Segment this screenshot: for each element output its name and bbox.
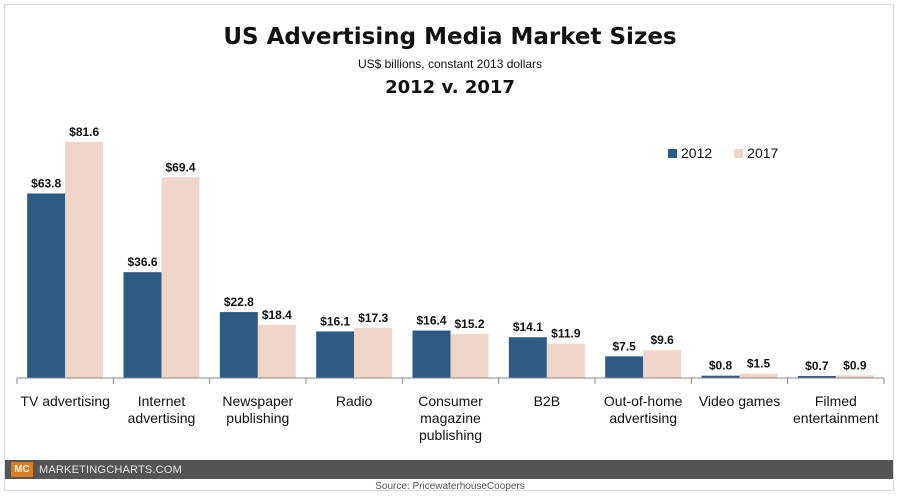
bar-2017-2 [257, 324, 296, 378]
bar-2017-4 [450, 334, 489, 378]
bar-value-label-2017-1: $69.4 [165, 160, 195, 174]
bar-2012-8 [797, 375, 836, 378]
bar-2012-6 [605, 356, 644, 378]
bar-2012-5 [508, 337, 547, 378]
bar-value-label-2017-7: $1.5 [747, 357, 771, 371]
bar-2012-7 [701, 375, 740, 378]
bar-value-label-2012-3: $16.1 [320, 314, 350, 328]
category-label-5-0: B2B [534, 393, 560, 409]
category-label-2-0: Newspaper [222, 393, 293, 409]
bar-value-label-2012-0: $63.8 [31, 176, 61, 190]
bar-2012-0 [27, 193, 66, 378]
category-label-1-0: Internet [138, 393, 186, 409]
bar-value-label-2012-8: $0.7 [805, 359, 829, 373]
category-label-4-2: publishing [419, 427, 482, 443]
category-label-0-0: TV advertising [20, 393, 109, 409]
footer-bar: MC MARKETINGCHARTS.COM [5, 460, 893, 479]
bar-value-label-2017-3: $17.3 [358, 311, 388, 325]
legend-label-2012: 2012 [681, 145, 713, 161]
legend-item-2012: 2012 [668, 145, 712, 161]
bar-2012-2 [219, 312, 258, 378]
marketingcharts-logo: MC [11, 462, 33, 477]
bar-2017-3 [354, 327, 393, 378]
bar-2017-8 [835, 375, 874, 378]
category-label-3-0: Radio [336, 393, 373, 409]
category-label-6-1: advertising [609, 410, 677, 426]
bar-2017-5 [546, 343, 585, 378]
brand-name[interactable]: MARKETINGCHARTS.COM [39, 463, 182, 476]
category-label-1-1: advertising [128, 410, 196, 426]
chart-frame [4, 4, 894, 491]
legend-swatch-2017 [734, 148, 744, 158]
chart-period: 2012 v. 2017 [385, 77, 515, 98]
bar-value-label-2012-7: $0.8 [709, 359, 733, 373]
category-label-4-0: Consumer [418, 393, 483, 409]
category-label-2-1: publishing [226, 410, 289, 426]
bar-2012-3 [316, 331, 355, 378]
bar-2012-1 [123, 272, 162, 378]
bar-value-label-2017-0: $81.6 [69, 125, 99, 139]
bar-value-label-2012-1: $36.6 [127, 255, 157, 269]
legend-swatch-2012 [668, 148, 677, 158]
legend: 2012 2017 [668, 145, 778, 161]
source-note: Source: PricewaterhouseCoopers [375, 481, 525, 492]
bar-value-label-2012-5: $14.1 [513, 320, 543, 334]
bar-2017-0 [65, 142, 104, 378]
category-label-8-1: entertainment [793, 410, 879, 426]
bar-value-label-2017-2: $18.4 [262, 308, 292, 322]
bar-2012-4 [412, 330, 451, 378]
bar-value-label-2017-4: $15.2 [454, 317, 484, 331]
category-label-6-0: Out-of-home [604, 393, 683, 409]
category-label-4-1: magazine [420, 410, 481, 426]
legend-item-2017: 2017 [734, 145, 778, 161]
chart-subtitle: US$ billions, constant 2013 dollars [357, 57, 543, 71]
bar-value-label-2017-5: $11.9 [551, 327, 581, 341]
chart-title: US Advertising Media Market Sizes [223, 24, 677, 50]
bar-2017-1 [161, 177, 200, 378]
category-label-8-0: Filmed [815, 393, 857, 409]
bar-value-label-2017-8: $0.9 [843, 358, 867, 372]
bar-value-label-2012-2: $22.8 [224, 295, 254, 309]
bar-value-label-2012-4: $16.4 [416, 314, 446, 328]
bar-value-label-2012-6: $7.5 [612, 339, 636, 353]
legend-label-2017: 2017 [747, 145, 779, 161]
bar-value-label-2017-6: $9.6 [650, 333, 674, 347]
category-label-7-0: Video games [699, 393, 780, 409]
bar-2017-7 [739, 373, 778, 378]
bar-2017-6 [643, 350, 682, 378]
